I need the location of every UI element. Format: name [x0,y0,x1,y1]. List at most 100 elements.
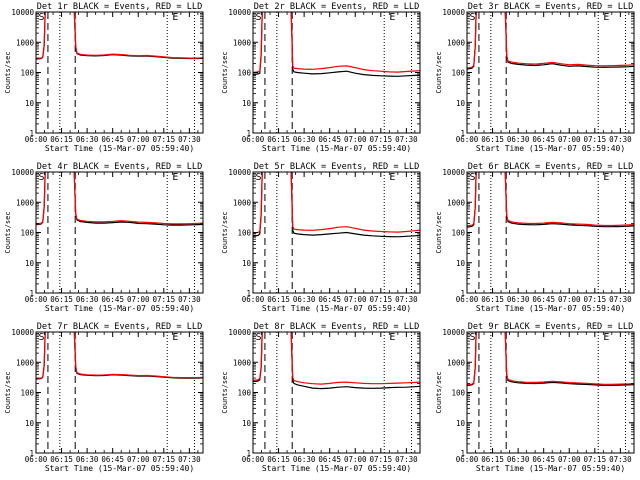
x-tick-label: 07:30 [178,455,201,464]
marker-e: E [389,12,395,23]
x-axis-label: Start Time (15-Mar-07 05:59:40) [45,464,194,473]
x-tick-label: 06:30 [293,295,316,304]
x-tick-label: 07:30 [395,295,418,304]
y-tick-label: 10 [242,419,252,428]
x-tick-label: 07:15 [153,135,176,144]
series-line-lld [467,332,634,386]
series-line-lld [36,172,203,225]
plot-title: Det 6r BLACK = Events, RED = LLD [468,162,634,172]
y-tick-label: 10000 [442,8,465,17]
marker-e: E [172,172,178,183]
x-tick-label: 06:45 [532,455,555,464]
y-tick-label: 10000 [228,328,251,337]
y-tick-label: 100 [20,69,34,78]
series-line-lld [467,12,634,69]
y-tick-label: 100 [451,229,465,238]
x-tick-label: 06:30 [76,135,99,144]
x-tick-label: 07:15 [584,455,607,464]
y-tick-label: 10000 [11,328,34,337]
y-tick-label: 100 [451,389,465,398]
marker-e: E [603,12,609,23]
y-axis-label: Counts/sec [435,211,443,253]
x-tick-label: 06:30 [507,455,530,464]
x-tick-label: 06:00 [25,135,48,144]
marker-s: S [39,172,45,183]
x-tick-label: 07:15 [153,295,176,304]
marker-e: E [172,332,178,343]
x-tick-label: 06:45 [318,455,341,464]
plot-title: Det 4r BLACK = Events, RED = LLD [37,162,203,172]
x-tick-label: 07:00 [344,455,367,464]
marker-e: E [389,332,395,343]
x-tick-label: 06:00 [242,295,265,304]
series-line-lld [253,172,420,234]
plot-title: Det 3r BLACK = Events, RED = LLD [468,2,634,12]
y-tick-label: 10 [456,259,466,268]
x-tick-label: 06:00 [242,455,265,464]
x-tick-label: 07:30 [609,455,632,464]
marker-s: S [470,172,476,183]
plot-frame [466,331,635,454]
x-tick-label: 07:30 [395,455,418,464]
y-tick-label: 10000 [228,168,251,177]
y-tick-label: 10 [25,99,35,108]
marker-e: E [172,12,178,23]
series-line-events [467,332,634,387]
x-tick-label: 07:30 [609,135,632,144]
series-line-lld [467,172,634,227]
y-tick-label: 10 [25,419,35,428]
x-tick-label: 07:15 [370,295,393,304]
y-tick-label: 1 [460,449,465,458]
x-tick-label: 06:00 [242,135,265,144]
marker-s: S [470,12,476,23]
x-tick-label: 06:30 [293,455,316,464]
x-tick-label: 06:15 [267,455,290,464]
x-tick-label: 06:00 [456,135,479,144]
x-tick-label: 07:00 [344,135,367,144]
marker-s: S [256,332,262,343]
marker-s: S [39,12,45,23]
x-tick-label: 06:15 [481,135,504,144]
marker-s: S [470,332,476,343]
x-tick-label: 06:15 [50,135,73,144]
marker-s: S [256,12,262,23]
series-line-events [253,172,420,238]
y-axis-label: Counts/sec [4,211,12,253]
y-tick-label: 1000 [233,38,252,47]
y-tick-label: 100 [237,229,251,238]
y-tick-label: 1 [246,289,251,298]
marker-s: S [39,332,45,343]
y-tick-label: 1000 [447,198,466,207]
y-tick-label: 1 [460,289,465,298]
y-tick-label: 10 [242,99,252,108]
y-tick-label: 1 [29,449,34,458]
x-tick-label: 06:45 [532,295,555,304]
x-tick-label: 07:00 [127,135,150,144]
series-line-events [467,172,634,228]
x-axis-label: Start Time (15-Mar-07 05:59:40) [45,144,194,153]
x-tick-label: 06:45 [318,135,341,144]
x-tick-label: 06:30 [76,295,99,304]
y-tick-label: 1000 [16,38,35,47]
y-tick-label: 1 [29,129,34,138]
x-tick-label: 07:30 [609,295,632,304]
y-axis-label: Counts/sec [4,51,12,93]
y-tick-label: 10000 [11,8,34,17]
x-tick-label: 06:30 [76,455,99,464]
series-line-lld [253,332,420,385]
y-tick-label: 100 [237,69,251,78]
y-tick-label: 10 [456,99,466,108]
x-tick-label: 07:30 [178,295,201,304]
y-tick-label: 1000 [16,198,35,207]
y-axis-label: Counts/sec [221,51,229,93]
y-tick-label: 1000 [233,358,252,367]
y-axis-label: Counts/sec [4,371,12,413]
